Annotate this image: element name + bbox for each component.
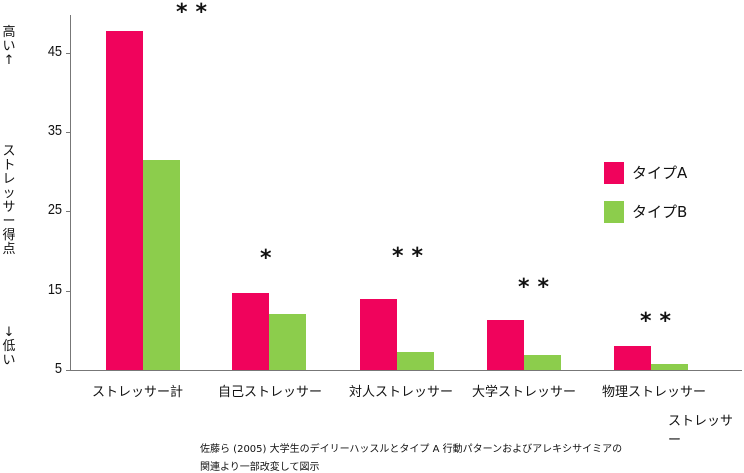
significance-marker: ** — [392, 244, 432, 269]
y-tick-label: 35 — [47, 122, 62, 140]
bar-type-a — [106, 31, 143, 370]
y-axis-label-high: 高い↑ — [2, 25, 16, 68]
x-category-label: 自己ストレッサー — [218, 385, 323, 400]
y-axis-line — [70, 15, 71, 371]
bar-type-a — [487, 320, 524, 370]
y-tick-label: 5 — [54, 360, 62, 377]
bar-type-a — [360, 299, 397, 370]
x-category-label: 物理ストレッサー — [602, 385, 707, 400]
legend-swatch-type-a — [604, 162, 624, 184]
y-tick-mark — [66, 370, 71, 371]
legend-label-type-b: タイプB — [632, 203, 688, 221]
y-tick-mark — [66, 290, 71, 292]
significance-marker: ** — [176, 0, 216, 25]
bar-type-a — [614, 346, 651, 370]
y-axis-label: ストレッサー得点 — [2, 144, 16, 257]
y-tick-label: 25 — [47, 201, 62, 219]
bar-type-b — [397, 351, 434, 370]
bar-type-b — [524, 354, 561, 370]
x-category-label: 対人ストレッサー — [349, 385, 454, 400]
bar-type-b — [651, 363, 688, 370]
y-tick-label: 15 — [47, 280, 62, 298]
x-category-label: 大学ストレッサー — [472, 385, 577, 400]
y-tick-label: 45 — [47, 42, 62, 60]
y-tick-mark — [66, 132, 71, 134]
y-tick-mark — [66, 211, 71, 213]
significance-marker: ** — [518, 275, 558, 300]
legend-label-type-a: タイプA — [632, 164, 688, 182]
source-note-line1: 佐藤ら (2005) 大学生のデイリーハッスルとタイプ A 行動パターンおよびア… — [200, 444, 623, 455]
bar-type-b — [269, 314, 306, 370]
source-note-line2: 関連より一部改変して図示 — [200, 462, 320, 473]
legend-swatch-type-b — [604, 201, 624, 223]
x-axis-line — [70, 370, 742, 371]
y-tick-mark — [66, 52, 71, 54]
x-axis-label: ストレッサー — [668, 414, 734, 448]
significance-marker: ** — [640, 309, 680, 334]
bar-type-b — [143, 159, 180, 370]
x-category-label: ストレッサー計 — [92, 385, 184, 400]
y-axis-label-low: ↓低い — [2, 325, 16, 368]
bar-type-a — [232, 293, 269, 370]
significance-marker: * — [260, 246, 280, 271]
